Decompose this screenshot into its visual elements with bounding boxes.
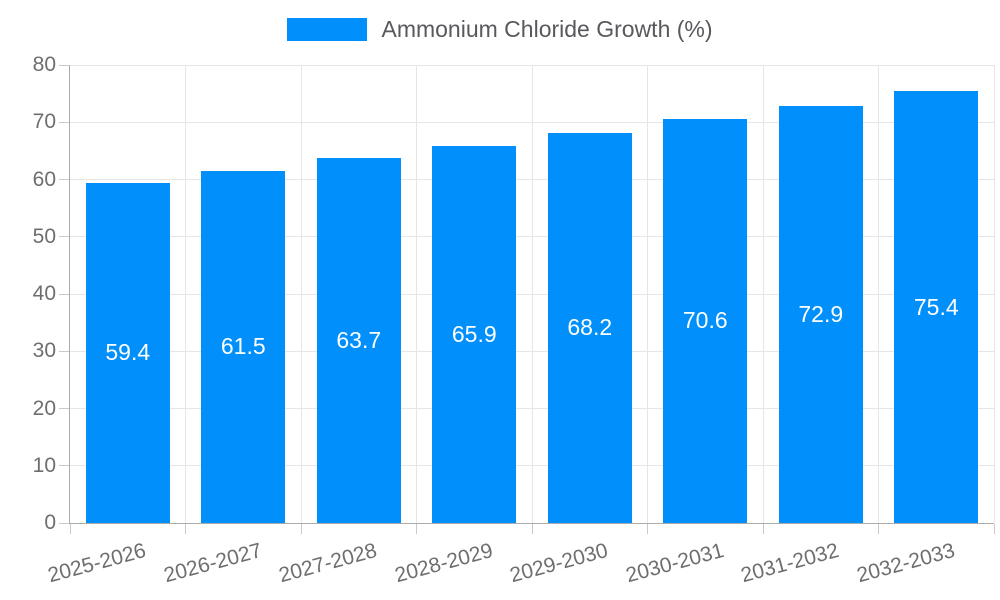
legend-marker-icon bbox=[287, 18, 368, 41]
y-axis-tick bbox=[59, 179, 69, 180]
y-axis-tick bbox=[59, 522, 69, 524]
y-axis-label: 20 bbox=[32, 396, 56, 420]
gridline-vertical bbox=[185, 65, 186, 523]
x-axis-tick bbox=[416, 524, 417, 534]
bar[interactable]: 59.4 bbox=[85, 182, 170, 523]
bar[interactable]: 63.7 bbox=[316, 158, 401, 523]
y-axis-label: 40 bbox=[32, 282, 56, 305]
y-axis-tick bbox=[59, 465, 69, 467]
bar[interactable]: 61.5 bbox=[201, 170, 286, 523]
x-axis-tick bbox=[300, 524, 302, 534]
x-axis-label: 2029-2030 bbox=[507, 539, 611, 588]
x-axis-label: 2030-2031 bbox=[623, 539, 727, 588]
gridline-vertical bbox=[762, 65, 764, 523]
bar[interactable]: 68.2 bbox=[547, 132, 632, 523]
y-axis-tick bbox=[59, 293, 69, 295]
y-axis-label: 80 bbox=[32, 53, 56, 76]
x-axis-tick bbox=[531, 524, 533, 534]
x-axis-tick bbox=[69, 524, 71, 534]
gridline-vertical bbox=[416, 65, 417, 523]
y-axis-label: 60 bbox=[32, 167, 56, 191]
x-axis-tick bbox=[647, 524, 648, 534]
x-axis-tick bbox=[762, 524, 764, 534]
gridline-vertical bbox=[878, 65, 879, 523]
y-axis-tick bbox=[59, 350, 69, 352]
bar[interactable]: 75.4 bbox=[894, 91, 979, 523]
y-axis-label: 0 bbox=[44, 511, 56, 534]
y-axis-tick bbox=[59, 236, 69, 238]
y-axis-label: 50 bbox=[32, 224, 56, 248]
bar[interactable]: 72.9 bbox=[778, 105, 863, 523]
plot-area: 59.4 61.5 63.7 65.9 68.2 70.6 72.9 75.4 bbox=[59, 64, 995, 534]
y-axis-label: 70 bbox=[32, 110, 56, 134]
y-axis-label: 10 bbox=[32, 453, 56, 477]
legend: Ammonium Chloride Growth (%) bbox=[0, 16, 1000, 43]
y-axis-label: 30 bbox=[32, 339, 56, 363]
gridline-vertical bbox=[531, 65, 533, 523]
bar-value-label: 61.5 bbox=[220, 333, 266, 360]
bar-value-label: 63.7 bbox=[336, 327, 382, 354]
x-axis-label: 2028-2029 bbox=[392, 539, 496, 588]
bar-value-label: 68.2 bbox=[567, 314, 613, 341]
x-axis-label: 2032-2033 bbox=[854, 539, 958, 588]
y-axis: 0 10 20 30 40 50 60 70 80 bbox=[0, 53, 56, 534]
legend-label: Ammonium Chloride Growth (%) bbox=[381, 16, 713, 42]
bar-value-label: 70.6 bbox=[682, 307, 728, 334]
x-axis-label: 2026-2027 bbox=[161, 539, 265, 588]
bar-value-label: 65.9 bbox=[451, 320, 497, 347]
y-axis-tick bbox=[59, 121, 69, 123]
y-axis-tick bbox=[59, 64, 69, 66]
x-axis-tick bbox=[878, 524, 879, 534]
bar[interactable]: 65.9 bbox=[432, 145, 517, 523]
bar-value-label: 59.4 bbox=[105, 339, 151, 366]
gridline-vertical bbox=[300, 65, 302, 523]
x-axis-label: 2031-2032 bbox=[738, 539, 842, 588]
legend-item[interactable]: Ammonium Chloride Growth (%) bbox=[287, 16, 713, 43]
bar-value-label: 72.9 bbox=[798, 300, 844, 327]
gridline-vertical bbox=[993, 65, 995, 523]
gridline-vertical bbox=[647, 65, 648, 523]
bar-value-label: 75.4 bbox=[913, 293, 959, 320]
bar[interactable]: 70.6 bbox=[663, 118, 748, 523]
x-axis-tick bbox=[993, 524, 995, 534]
x-axis-tick bbox=[185, 524, 186, 534]
x-axis: 2025-2026 2026-2027 2027-2028 2028-2029 2029… bbox=[0, 523, 1000, 600]
x-axis-label: 2027-2028 bbox=[276, 539, 380, 588]
y-axis-tick bbox=[59, 408, 69, 409]
x-axis-label: 2025-2026 bbox=[45, 539, 149, 588]
